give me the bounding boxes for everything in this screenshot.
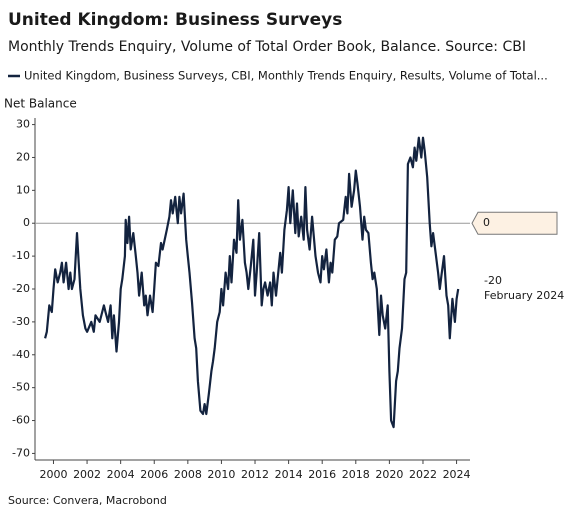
legend-label: United Kingdom, Business Surveys, CBI, M… [24,69,548,83]
y-tick-label: -40 [12,348,30,361]
x-tick-label: 2006 [140,468,168,481]
x-tick-label: 2012 [241,468,269,481]
last-date-label: February 2024 [484,289,564,302]
x-tick-label: 2014 [275,468,303,481]
x-tick-label: 2018 [342,468,370,481]
data-line [44,136,460,429]
x-tick-label: 2002 [73,468,101,481]
y-tick-label: 30 [16,118,30,131]
x-tick-label: 2020 [375,468,403,481]
y-tick-label: 0 [23,216,30,229]
y-axis-label: Net Balance [4,97,77,111]
chart-title: United Kingdom: Business Surveys [8,10,342,30]
y-tick-label: -20 [12,282,30,295]
y-tick-label: -30 [12,315,30,328]
y-tick-label: -50 [12,381,30,394]
y-tick-label: -70 [12,446,30,459]
chart-subtitle: Monthly Trends Enquiry, Volume of Total … [8,39,526,55]
x-tick-label: 2022 [409,468,437,481]
x-tick-label: 2000 [39,468,67,481]
x-tick-label: 2024 [443,468,471,481]
y-tick-label: -10 [12,249,30,262]
y-tick-label: 20 [16,150,30,163]
source: Source: Convera, Macrobond [8,494,167,507]
reference-box [471,211,558,235]
y-tick-label: 10 [16,183,30,196]
x-tick-label: 2010 [207,468,235,481]
last-value-label: -20 [484,274,502,287]
y-tick-label: -60 [12,414,30,427]
x-tick-label: 2016 [308,468,336,481]
x-tick-label: 2004 [107,468,135,481]
reference-label: 0 [483,216,490,229]
x-tick-label: 2008 [174,468,202,481]
